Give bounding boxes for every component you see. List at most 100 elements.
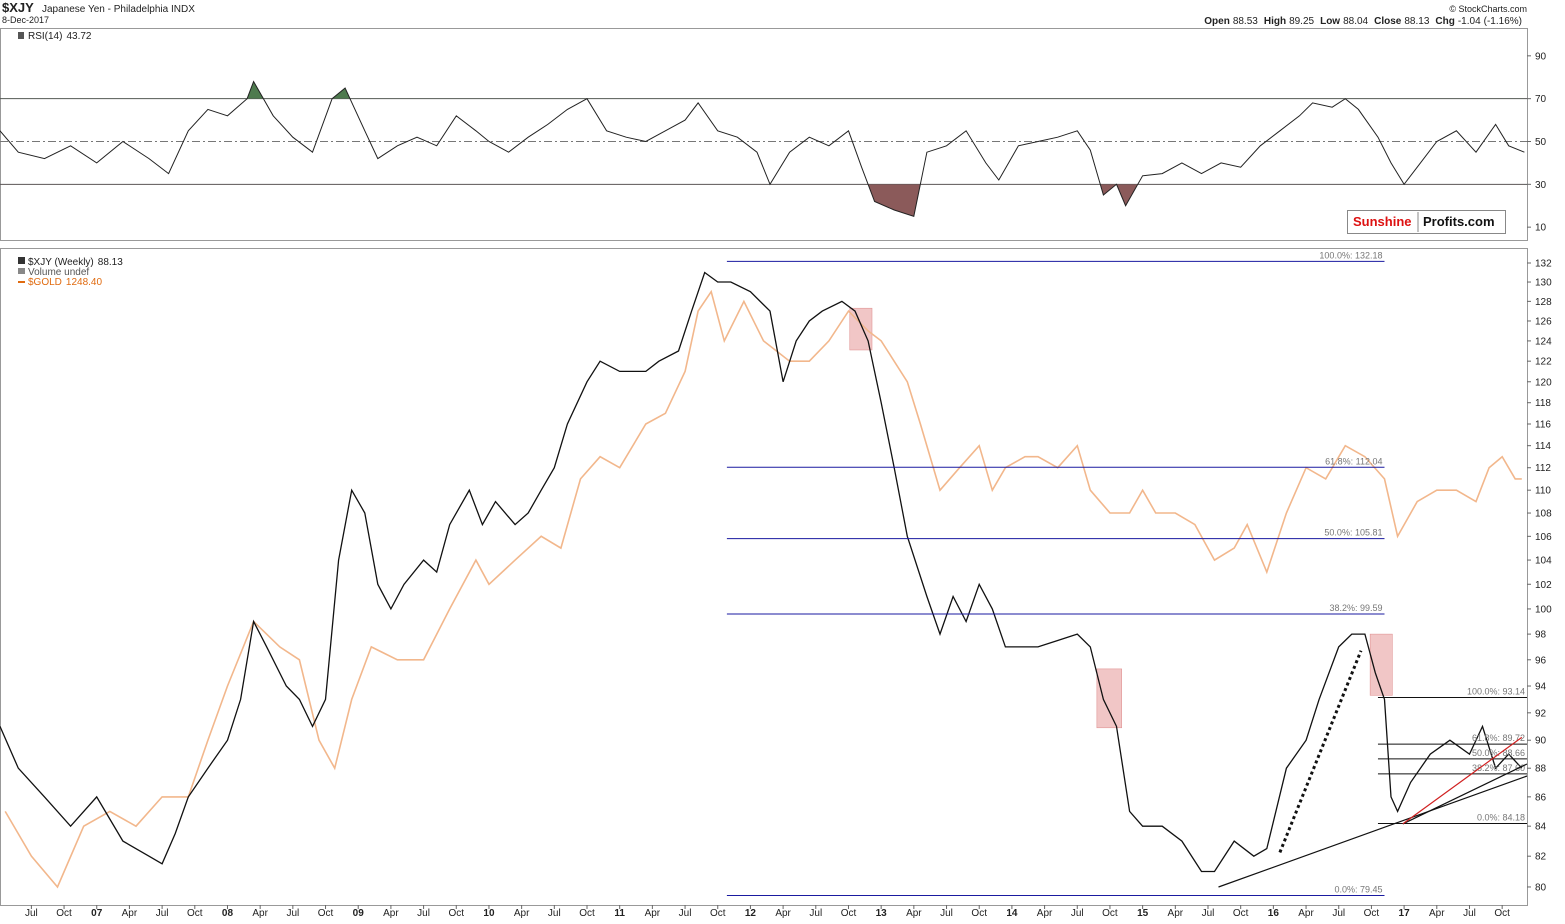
y-tick-label: 126 [1535,316,1552,327]
quote-value: 88.53 [1233,16,1258,27]
level-fill [868,184,1138,217]
logo-text: Sunshine [1353,214,1412,229]
x-tick-label: 09 [353,908,365,919]
x-tick-label: 13 [876,908,888,919]
x-tick-label: Oct [841,908,857,919]
rsi-last: 43.72 [66,31,91,42]
x-tick-label: Oct [318,908,334,919]
rsi-panel [0,28,1528,241]
quote-label: Low [1320,16,1340,27]
x-tick-label: Jul [156,908,169,919]
logo-box [1347,210,1506,234]
fib-label: 38.2%: 87.60 [1472,763,1525,773]
gold-line [4,289,1522,889]
x-tick-label: Oct [1364,908,1380,919]
fib-label: 50.0%: 105.81 [1324,528,1382,538]
y-tick-label: 88 [1535,764,1547,775]
y-tick-label: 116 [1535,420,1551,431]
y-tick-label: 106 [1535,532,1552,543]
x-tick-label: Apr [1429,908,1445,919]
y-tick-label: 120 [1535,377,1552,388]
y-tick-label: 118 [1535,398,1551,409]
x-tick-label: Jul [679,908,692,919]
fib-label: 61.8%: 89.72 [1472,733,1525,743]
credit: © StockCharts.com [1449,4,1527,14]
x-tick-label: 16 [1268,908,1280,919]
rsi-line [0,80,1525,218]
x-tick-label: Apr [645,908,661,919]
legend-icon [18,268,25,274]
y-tick-label: 50 [1535,137,1547,148]
quote-label: Open [1204,16,1230,27]
legend-name: $GOLD [28,277,62,288]
quote-value: 88.04 [1343,16,1368,27]
x-tick-label: Oct [971,908,987,919]
x-tick-label: Jul [809,908,822,919]
x-tick-label: Oct [1102,908,1118,919]
x-tick-label: Apr [514,908,530,919]
y-tick-label: 124 [1535,336,1552,347]
y-tick-label: 122 [1535,357,1552,368]
quote: Open 88.53 High 89.25 Low 88.04 Close 88.13 Chg -… [1204,16,1522,27]
logo: Sunshine Profits.com [1347,210,1506,234]
quote-label: High [1264,16,1286,27]
x-tick-label: Oct [448,908,464,919]
legend-last: 88.13 [98,257,123,268]
x-tick-label: Apr [122,908,138,919]
x-tick-label: Apr [383,908,399,919]
x-tick-label: 14 [1006,908,1018,919]
legend-icon [18,32,24,39]
x-tick-label: Oct [56,908,72,919]
quote-label: Close [1374,16,1402,27]
x-tick-label: Oct [1233,908,1249,919]
x-tick-label: 10 [483,908,495,919]
y-tick-label: 102 [1535,580,1552,591]
y-tick-label: 98 [1535,630,1547,641]
y-tick-label: 94 [1535,682,1547,693]
legend-last: 1248.40 [66,277,103,288]
highlight [1096,668,1122,729]
trendline [1402,763,1528,825]
quote-label: Chg [1435,16,1454,27]
x-tick-label: Jul [25,908,38,919]
rsi-name: RSI(14) [28,31,62,42]
x-tick-label: Jul [286,908,299,919]
x-tick-label: 08 [222,908,234,919]
x-tick-label: Oct [187,908,203,919]
date: 8-Dec-2017 [2,15,49,25]
x-tick-label: Apr [906,908,922,919]
x-tick-label: 12 [745,908,757,919]
logo-text: Profits.com [1423,214,1495,229]
x-tick-label: Jul [417,908,430,919]
x-tick-label: Apr [775,908,791,919]
rsi-legend: RSI(14) 43.72 [28,31,92,42]
y-tick-label: 84 [1535,822,1547,833]
y-tick-label: 82 [1535,852,1547,863]
x-tick-label: Jul [548,908,561,919]
symbol: $XJY [2,0,34,15]
x-tick-label: Oct [710,908,726,919]
legend-name: $XJY (Weekly) [28,257,94,268]
y-tick-label: 80 [1535,882,1547,893]
x-tick-label: Apr [1037,908,1053,919]
quote-value: (-1.16%) [1484,16,1522,27]
y-tick-label: 90 [1535,51,1547,62]
x-tick-label: Apr [1298,908,1314,919]
x-tick-label: Jul [1332,908,1345,919]
y-tick-label: 110 [1535,486,1551,497]
y-tick-label: 100 [1535,604,1552,615]
fib-label: 100.0%: 132.18 [1319,250,1382,260]
legend-entry: Volume undef [28,267,89,278]
y-tick-label: 70 [1535,94,1547,105]
highlight [1369,633,1393,696]
y-tick-label: 130 [1535,278,1552,289]
fib-label: 38.2%: 99.59 [1329,603,1382,613]
trendline [1218,775,1528,888]
y-tick-label: 112 [1535,463,1551,474]
y-tick-label: 86 [1535,792,1547,803]
fib-label: 0.0%: 79.45 [1334,885,1382,895]
x-tick-label: Jul [940,908,953,919]
price-line [0,271,1523,873]
y-tick-label: 30 [1535,180,1547,191]
